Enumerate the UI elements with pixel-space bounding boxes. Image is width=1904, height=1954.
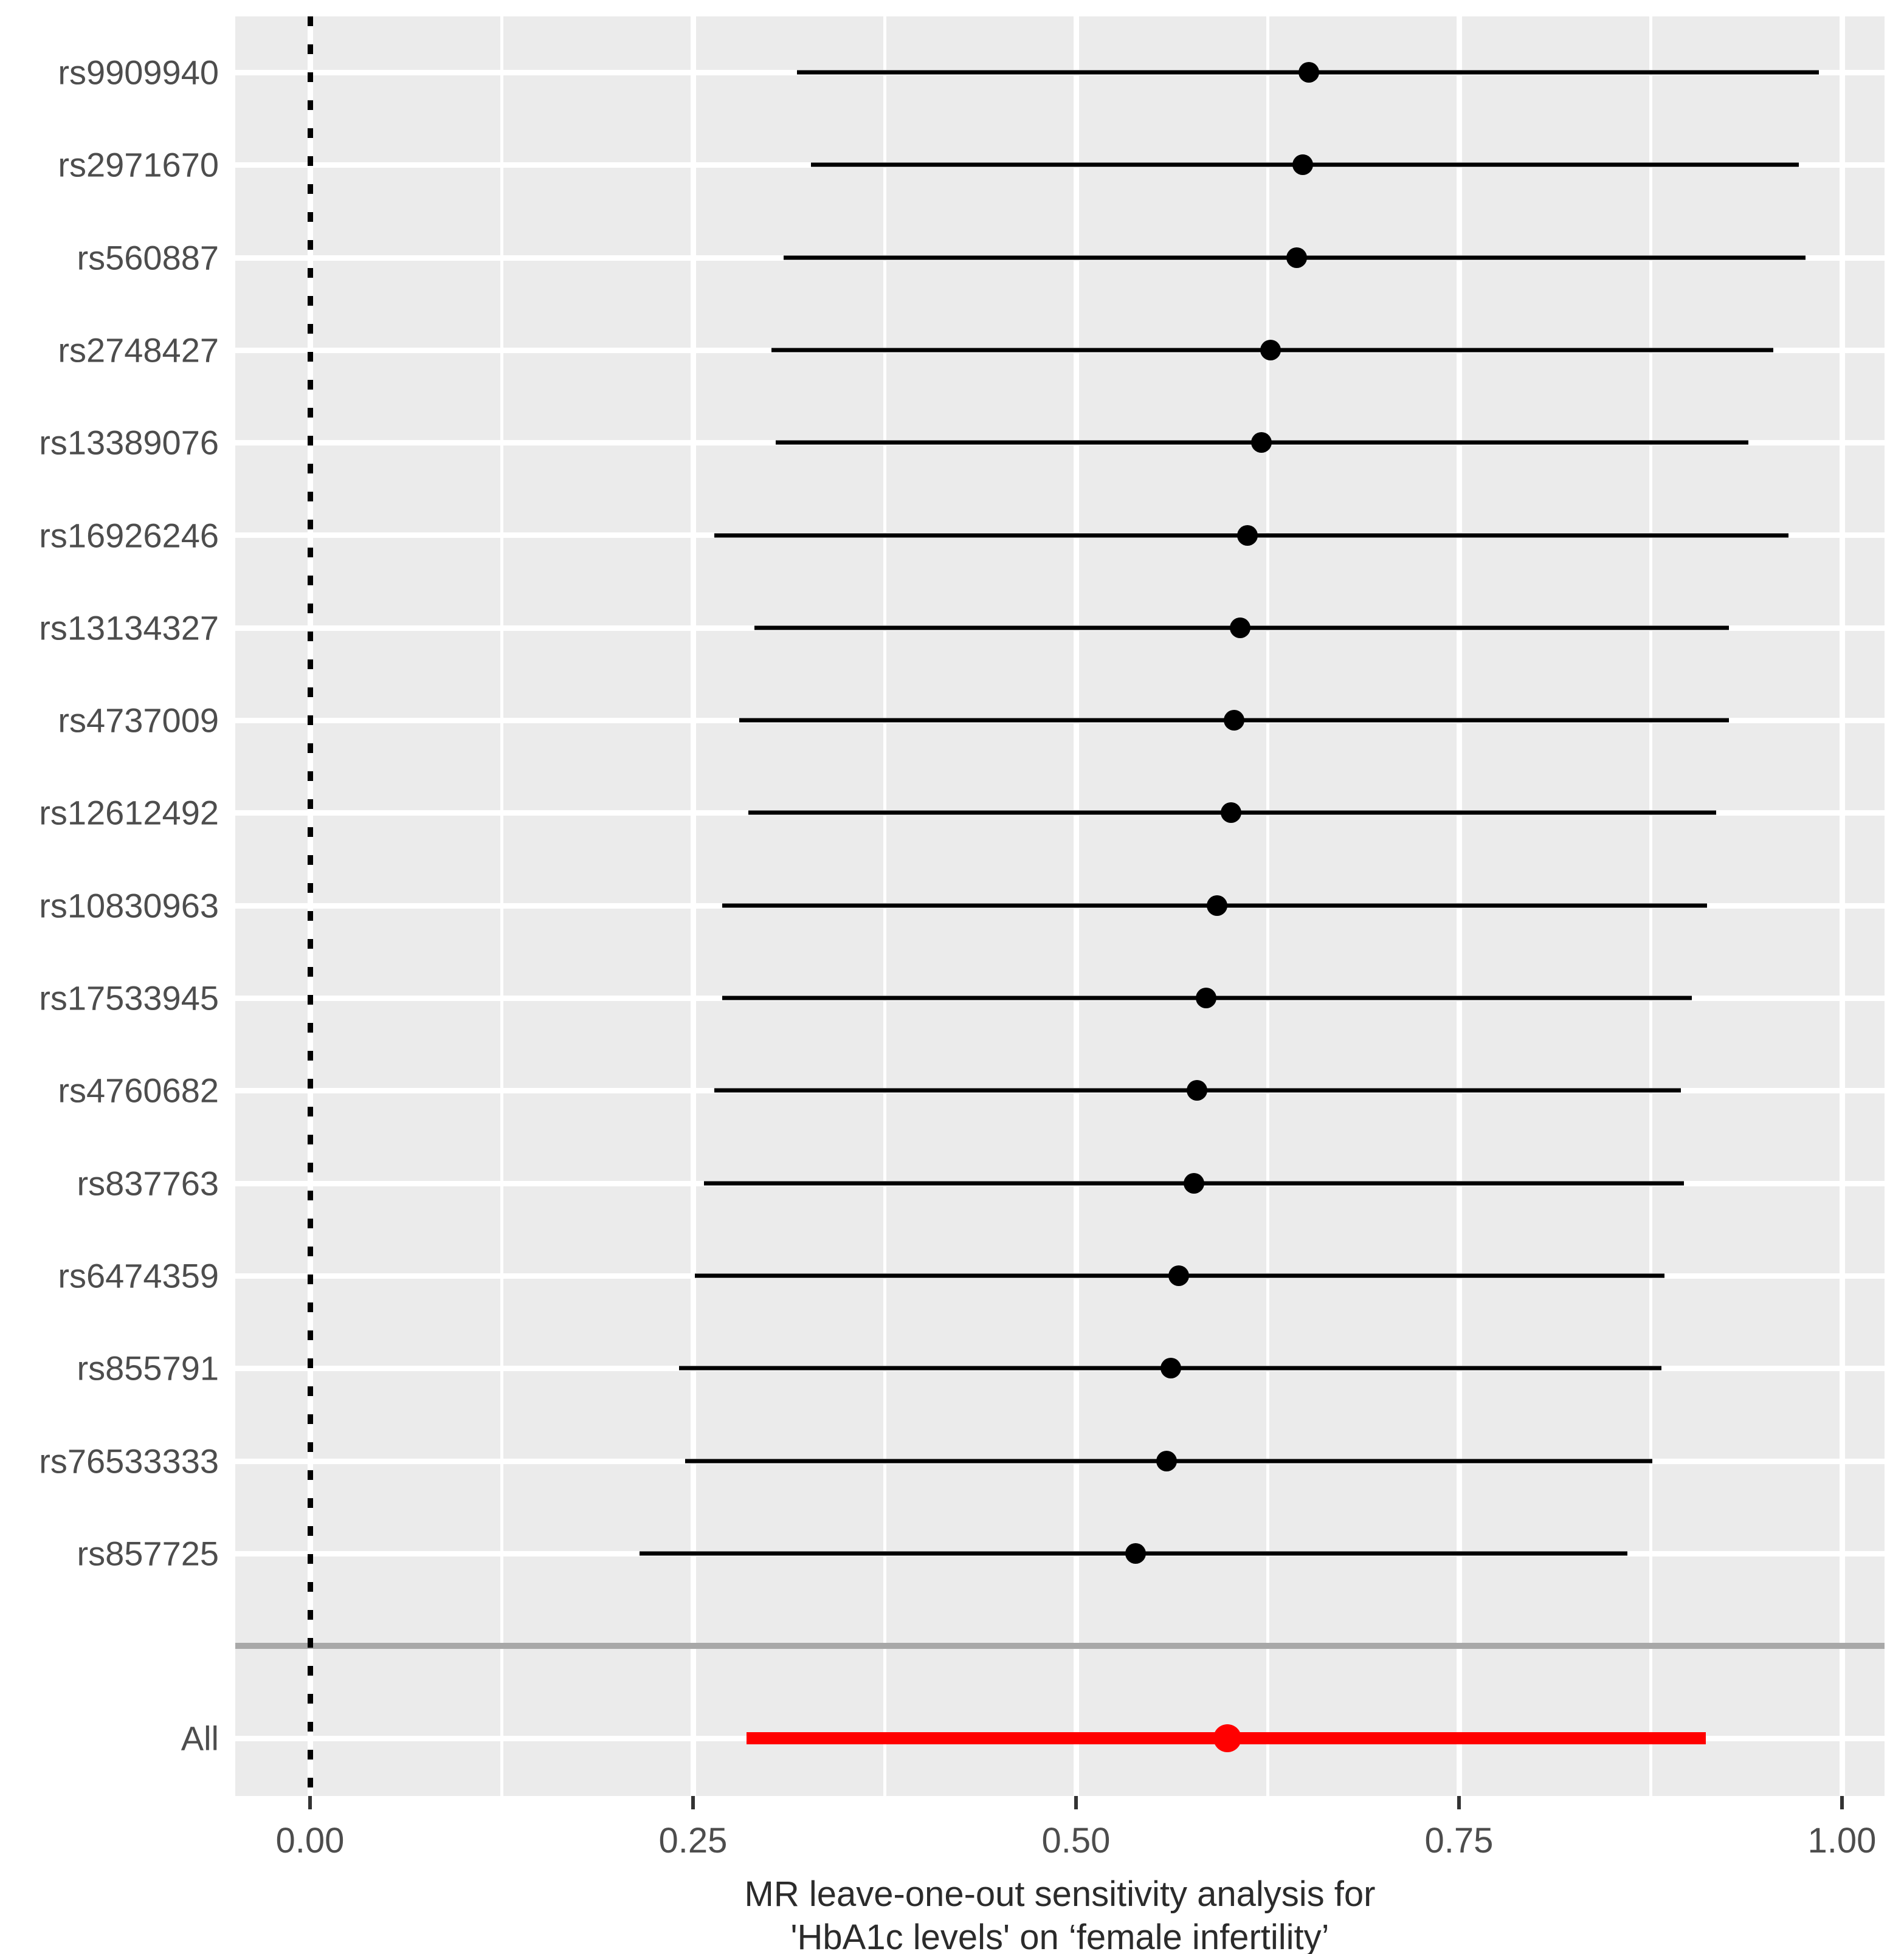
snp-point — [1161, 1358, 1182, 1379]
snp-point — [1299, 62, 1320, 83]
plot-panel — [235, 16, 1885, 1796]
y-axis-label-rs560887: rs560887 — [77, 238, 219, 277]
y-axis-label-rs76533333: rs76533333 — [39, 1442, 219, 1480]
y-axis-label-rs2748427: rs2748427 — [58, 331, 219, 370]
x-axis-tick-label: 0.75 — [1424, 1821, 1494, 1860]
y-axis-label-rs857725: rs857725 — [77, 1534, 219, 1573]
y-axis-label-rs16926246: rs16926246 — [39, 516, 219, 554]
snp-point — [1250, 432, 1272, 453]
snp-point — [1223, 710, 1244, 731]
snp-point — [1286, 247, 1307, 268]
x-axis-tick — [691, 1796, 695, 1809]
snp-point — [1237, 525, 1258, 546]
snp-point — [1156, 1450, 1177, 1471]
x-axis-tick-label: 0.00 — [275, 1821, 345, 1860]
y-axis-label-rs6474359: rs6474359 — [58, 1256, 219, 1295]
snp-point — [1229, 617, 1250, 638]
snp-point — [1168, 1265, 1189, 1286]
y-axis-label-rs12612492: rs12612492 — [39, 793, 219, 832]
x-axis-title-line1: MR leave-one-out sensitivity analysis fo… — [744, 1874, 1376, 1914]
summary-separator-line — [235, 1643, 1885, 1650]
snp-point — [1196, 988, 1217, 1008]
y-axis-label-All: All — [181, 1719, 219, 1758]
y-axis-label-rs855791: rs855791 — [77, 1349, 219, 1388]
snp-point — [1260, 339, 1281, 360]
y-axis-label-rs4760682: rs4760682 — [58, 1071, 219, 1110]
summary-point — [1213, 1724, 1242, 1753]
y-axis-label-rs4737009: rs4737009 — [58, 701, 219, 740]
y-axis-label-rs837763: rs837763 — [77, 1164, 219, 1203]
snp-point — [1184, 1172, 1205, 1194]
y-axis-label-rs13389076: rs13389076 — [39, 423, 219, 462]
snp-point — [1220, 802, 1241, 824]
y-axis-label-rs13134327: rs13134327 — [39, 608, 219, 647]
y-axis-label-rs10830963: rs10830963 — [39, 886, 219, 925]
y-axis-label-rs2971670: rs2971670 — [58, 145, 219, 184]
x-axis-tick — [1840, 1796, 1844, 1809]
snp-point — [1187, 1080, 1208, 1101]
x-axis-tick-label: 0.25 — [658, 1821, 728, 1860]
x-axis-tick — [1074, 1796, 1078, 1809]
y-axis-label-rs9909940: rs9909940 — [58, 53, 219, 92]
x-axis-tick-label: 1.00 — [1807, 1821, 1877, 1860]
x-axis-title-line2: 'HbA1c levels' on ‘female infertility’ — [790, 1917, 1330, 1954]
x-axis-tick-label: 0.50 — [1041, 1821, 1111, 1860]
snp-point — [1292, 154, 1313, 176]
snp-point — [1206, 895, 1227, 916]
x-axis-tick — [1457, 1796, 1461, 1809]
snp-point — [1125, 1543, 1147, 1564]
x-axis-title: MR leave-one-out sensitivity analysis fo… — [235, 1873, 1885, 1954]
zero-reference-line — [308, 16, 313, 1796]
x-axis-tick — [308, 1796, 312, 1809]
y-axis-label-rs17533945: rs17533945 — [39, 979, 219, 1017]
